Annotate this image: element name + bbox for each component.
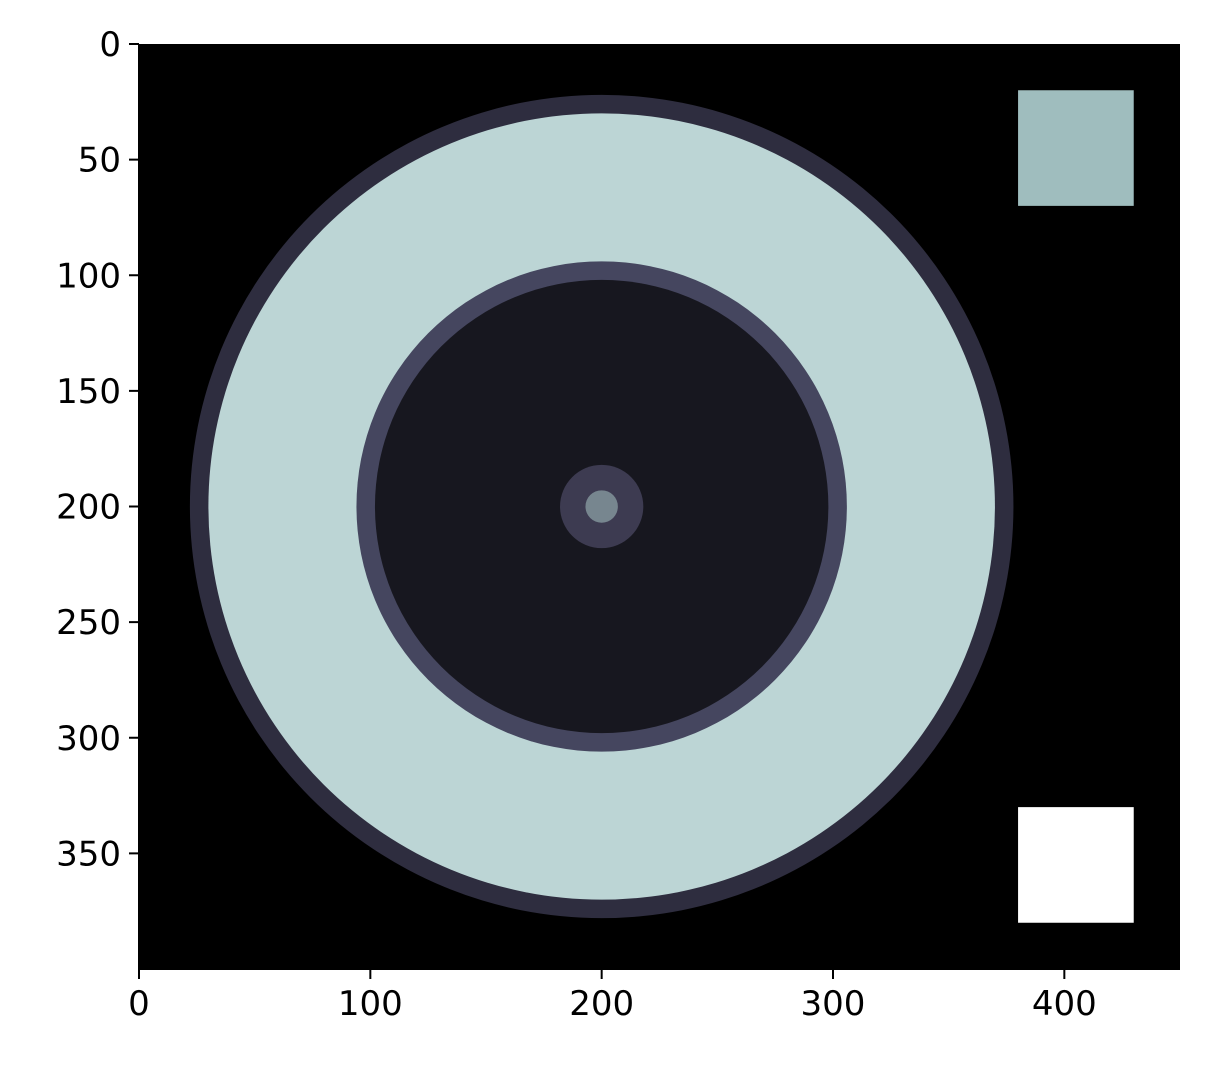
- y-tick-label: 200: [56, 488, 121, 528]
- y-tick-label: 350: [56, 834, 121, 874]
- x-tick-label: 0: [128, 984, 150, 1024]
- x-tick-label: 200: [569, 984, 634, 1024]
- y-tick-label: 300: [56, 719, 121, 759]
- y-tick-label: 150: [56, 372, 121, 412]
- x-tick-label: 300: [801, 984, 866, 1024]
- x-tick-label: 100: [338, 984, 403, 1024]
- y-tick-label: 100: [56, 256, 121, 296]
- plot-area: [139, 44, 1180, 969]
- heatmap-square-1: [1018, 807, 1134, 923]
- y-tick-label: 50: [78, 141, 121, 181]
- x-tick-label: 400: [1032, 984, 1097, 1024]
- y-tick-label: 0: [99, 25, 121, 65]
- axes: 0 100 200 300 400 0 50 100 150 200 250 300 350: [56, 25, 1180, 1024]
- y-tick-label: 250: [56, 603, 121, 643]
- heatmap-square-0: [1018, 90, 1134, 206]
- heatmap-ring-5: [585, 490, 618, 523]
